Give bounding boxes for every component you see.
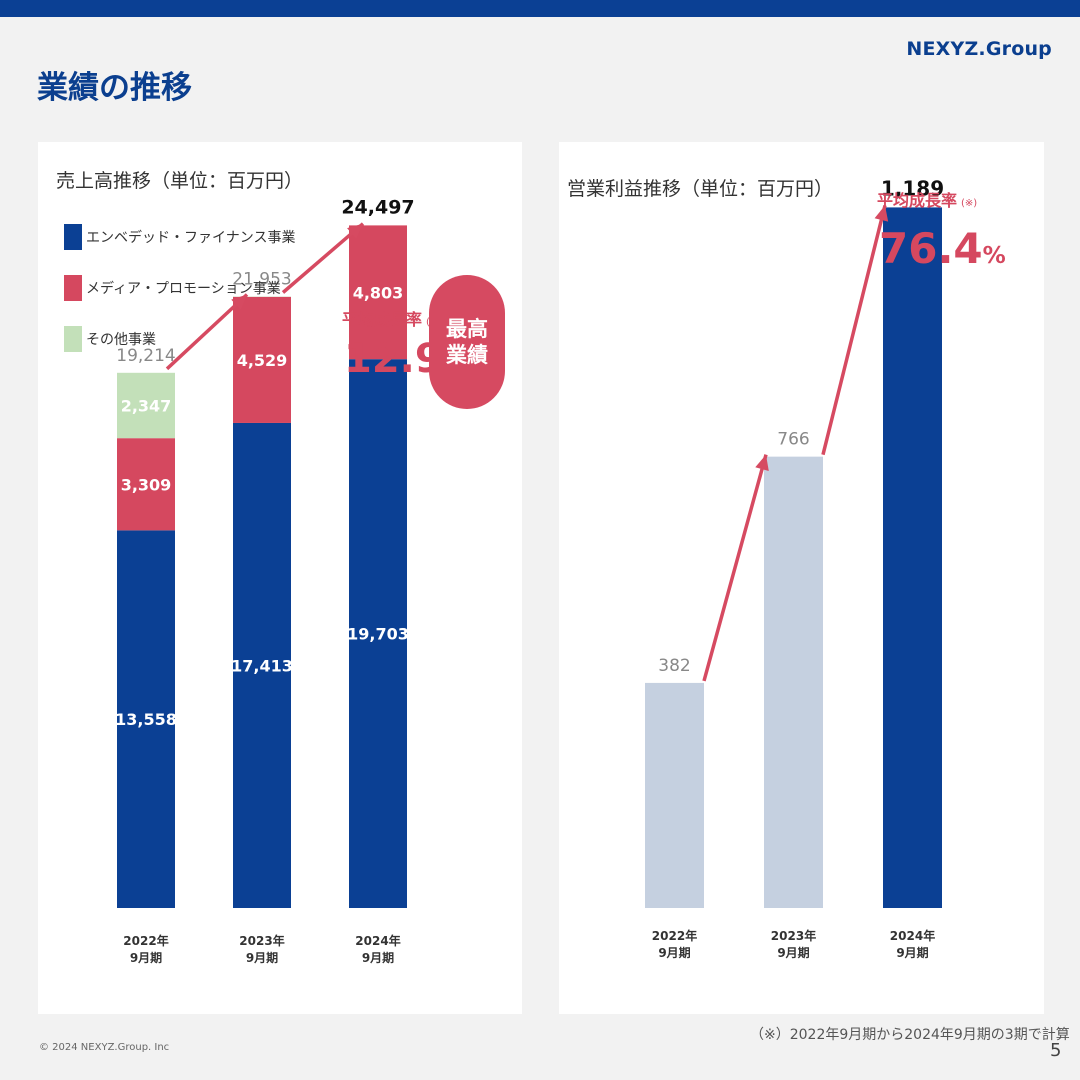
revenue-bar-label-media-promotion-0: 3,309: [121, 475, 172, 494]
copyright: © 2024 NEXYZ.Group. Inc: [39, 1042, 170, 1053]
operating-profit-value-label-1: 766: [777, 430, 809, 450]
revenue-bar-other-0: [117, 372, 175, 439]
revenue-bar-label-media-promotion-2: 4,803: [353, 283, 404, 302]
operating-profit-category-label-1: 2023年 9月期: [771, 928, 816, 960]
operating-profit-growth-note: (※): [961, 198, 978, 209]
revenue-total-label-1: 21,953: [232, 270, 291, 290]
revenue-bar-embedded-finance-1: [233, 422, 291, 908]
operating-profit-value-label-0: 382: [658, 656, 690, 676]
legend-item-media-promotion: メディア・プロモーション事業: [64, 275, 281, 301]
revenue-chart: 13,558 3,309 2,347 19,214 2022年 9月期 17,413 4,52…: [115, 197, 415, 965]
page-number: 5: [1050, 1040, 1062, 1061]
revenue-bar-label-embedded-finance-1: 17,413: [231, 656, 293, 675]
revenue-growth-label: 平均成長率(※): [342, 306, 442, 330]
operating-profit-growth-unit: %: [982, 243, 1006, 269]
operating-profit-growth-number: 76.4: [879, 224, 983, 273]
legend-label-other: その他事業: [86, 332, 156, 348]
revenue-arrow-0-line: [165, 293, 249, 371]
operating-profit-chart-panel: 382 2022年 9月期 766 2023年 9月期 1,189 2024年 9月期 営業利益…: [559, 142, 1044, 1014]
operating-profit-chart-title: 営業利益推移（単位：百万円）: [567, 178, 834, 200]
operating-profit-category-label-2: 2024年 9月期: [890, 928, 935, 960]
operating-profit-arrow-1-head: [874, 205, 889, 222]
revenue-chart-title: 売上高推移（単位：百万円）: [56, 170, 304, 192]
legend-swatch-media-promotion: [64, 275, 82, 301]
revenue-bar-media-promotion-0: [117, 438, 175, 531]
legend-item-embedded-finance: エンベデッド・ファイナンス事業: [64, 224, 295, 250]
legend-label-media-promotion: メディア・プロモーション事業: [86, 281, 281, 297]
revenue-arrow-1-head: [347, 223, 363, 239]
revenue-arrow-1-line: [281, 222, 365, 294]
page-title: 業績の推移: [37, 70, 192, 106]
legend-swatch-other: [64, 326, 82, 352]
revenue-total-label-2: 24,497: [341, 197, 414, 219]
revenue-growth-number: 12.9: [344, 336, 443, 382]
operating-profit-arrow-0-head: [755, 454, 769, 471]
record-high-badge: 最高 業績: [429, 275, 505, 409]
operating-profit-bar-0: [645, 682, 704, 908]
footnote: （※）2022年9月期から2024年9月期の3期で計算: [750, 1027, 1070, 1043]
operating-profit-growth-label: 平均成長率 (※): [877, 187, 977, 211]
legend-label-embedded-finance: エンベデッド・ファイナンス事業: [86, 230, 296, 246]
operating-profit-growth-label-text: 平均成長率: [877, 191, 958, 210]
company-logo: NEXYZ.Group: [906, 38, 1052, 60]
revenue-category-label-1: 2023年 9月期: [239, 933, 284, 965]
revenue-bar-media-promotion-1: [233, 296, 291, 423]
revenue-bar-embedded-finance-0: [117, 530, 175, 908]
legend-item-other: その他事業: [64, 326, 156, 352]
revenue-bar-label-embedded-finance-0: 13,558: [115, 710, 177, 729]
operating-profit-bar-1: [764, 456, 823, 908]
revenue-category-label-0: 2022年 9月期: [123, 933, 168, 965]
revenue-bar-embedded-finance-2: [349, 359, 407, 908]
revenue-arrow-0-head: [231, 294, 247, 310]
operating-profit-chart: 382 2022年 9月期 766 2023年 9月期 1,189 2024年 9月期: [645, 176, 944, 960]
operating-profit-category-label-0: 2022年 9月期: [652, 928, 697, 960]
operating-profit-arrow-0-line: [702, 454, 768, 682]
revenue-bar-label-other-0: 2,347: [121, 396, 172, 415]
operating-profit-arrow-1-line: [821, 204, 887, 456]
operating-profit-bar-2: [883, 207, 942, 909]
revenue-bar-media-promotion-2: [349, 225, 407, 360]
revenue-bar-label-embedded-finance-2: 19,703: [347, 625, 409, 644]
revenue-bar-label-media-promotion-1: 4,529: [237, 351, 288, 370]
legend-swatch-embedded-finance: [64, 224, 82, 250]
record-high-badge-line1: 最高: [446, 316, 488, 341]
revenue-category-label-2: 2024年 9月期: [355, 933, 400, 965]
top-bar: [0, 0, 1080, 17]
operating-profit-growth-value: 76.4%: [879, 224, 1006, 273]
revenue-growth-label-text: 平均成長率: [342, 310, 423, 329]
revenue-chart-panel: 13,558 3,309 2,347 19,214 2022年 9月期 17,413 4,52…: [38, 142, 522, 1014]
operating-profit-value-label-2: 1,189: [881, 176, 944, 200]
record-high-badge-line2: 業績: [446, 343, 488, 367]
revenue-total-label-0: 19,214: [116, 346, 175, 366]
